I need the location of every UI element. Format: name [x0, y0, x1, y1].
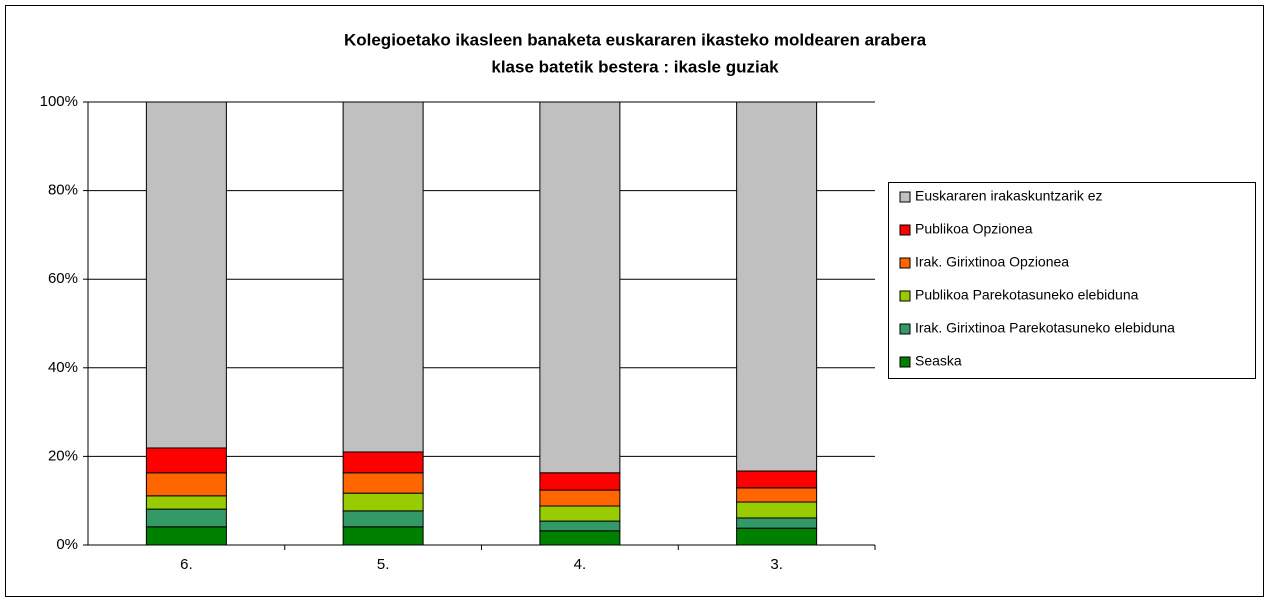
legend-swatch	[899, 191, 911, 203]
bar-segment	[539, 489, 621, 507]
bar-segment	[342, 472, 424, 494]
bar-segment	[539, 530, 621, 546]
y-tick-label: 100%	[40, 93, 78, 110]
bar-segment	[145, 447, 227, 474]
bar-segment	[342, 526, 424, 546]
y-tick-label: 80%	[48, 182, 78, 199]
legend-label: Irak. Girixtinoa Opzionea	[915, 254, 1069, 270]
chart-title: Kolegioetako ikasleen banaketa euskarare…	[344, 30, 927, 49]
bar-segment	[736, 527, 818, 546]
legend-swatch	[899, 323, 911, 335]
bar-segment	[342, 101, 424, 453]
legend-swatch	[899, 290, 911, 302]
bar-segment	[539, 520, 621, 532]
legend-label: Publikoa Opzionea	[915, 221, 1033, 237]
legend-label: Publikoa Parekotasuneko elebiduna	[915, 287, 1139, 303]
bar-segment	[736, 470, 818, 489]
x-tick-label: 5.	[377, 556, 390, 573]
x-tick-label: 3.	[770, 556, 783, 573]
bar-segment	[539, 472, 621, 491]
x-tick-label: 4.	[574, 556, 587, 573]
bar-segment	[145, 508, 227, 528]
legend-swatch	[899, 224, 911, 236]
bar-segment	[539, 505, 621, 522]
bar-segment	[736, 487, 818, 503]
bar-segment	[539, 101, 621, 474]
bar-segment	[342, 451, 424, 474]
bar-segment	[736, 501, 818, 519]
legend-box	[888, 182, 1256, 379]
legend-swatch	[899, 257, 911, 269]
bar-segment	[736, 517, 818, 529]
y-tick-label: 20%	[48, 447, 78, 464]
bar-segment	[342, 510, 424, 528]
bar-segment	[736, 101, 818, 472]
y-tick-label: 0%	[56, 536, 78, 553]
bar-segment	[145, 472, 227, 497]
bar-segment	[145, 526, 227, 546]
y-tick-label: 60%	[48, 270, 78, 287]
legend-label: Euskararen irakaskuntzarik ez	[915, 188, 1103, 204]
x-tick-label: 6.	[180, 556, 193, 573]
legend-swatch	[899, 356, 911, 368]
legend-label: Seaska	[915, 353, 962, 369]
legend-label: Irak. Girixtinoa Parekotasuneko elebidun…	[915, 320, 1175, 336]
bar-segment	[145, 495, 227, 510]
bar-segment	[145, 101, 227, 449]
y-tick-label: 40%	[48, 359, 78, 376]
bar-segment	[342, 492, 424, 512]
chart-subtitle: klase batetik bestera : ikasle guziak	[491, 57, 779, 76]
